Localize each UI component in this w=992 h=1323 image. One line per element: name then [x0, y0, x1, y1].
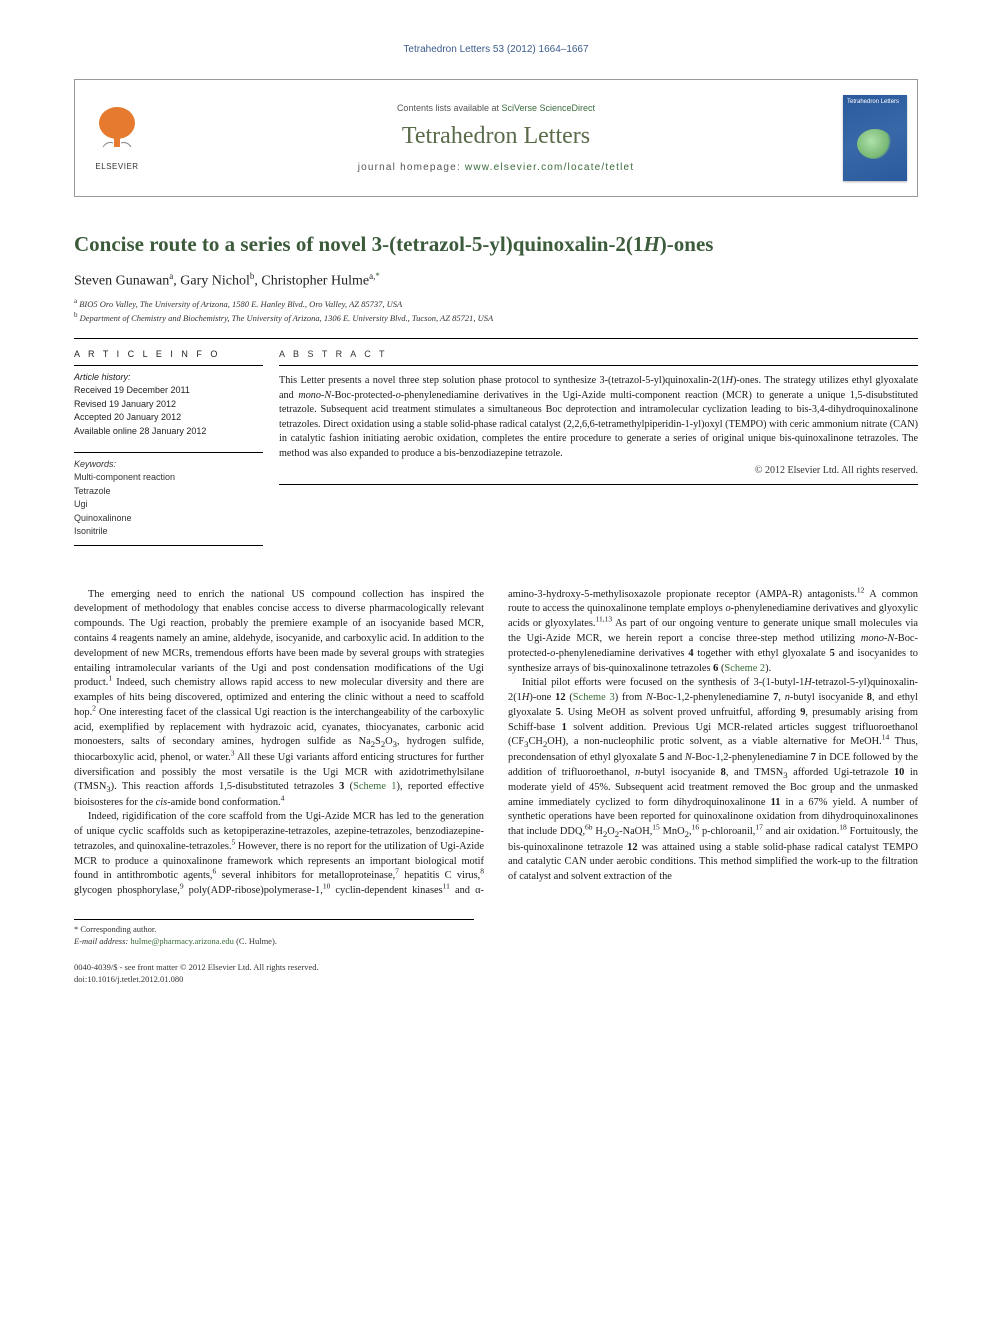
journal-title: Tetrahedron Letters: [402, 123, 590, 150]
sciencedirect-link[interactable]: SciVerse ScienceDirect: [502, 103, 596, 113]
article-title: Concise route to a series of novel 3-(te…: [74, 231, 918, 257]
history-received: Received 19 December 2011: [74, 384, 263, 398]
affiliation-a: a BIO5 Oro Valley, The University of Ari…: [74, 296, 918, 310]
masthead-center: Contents lists available at SciVerse Sci…: [159, 80, 833, 196]
affil-text-a: BIO5 Oro Valley, The University of Arizo…: [79, 299, 402, 309]
contents-prefix: Contents lists available at: [397, 103, 502, 113]
corresponding-label: * Corresponding author.: [74, 924, 474, 934]
body-paragraph-3: Initial pilot efforts were focused on th…: [508, 676, 918, 885]
body-columns: The emerging need to enrich the national…: [74, 588, 918, 899]
cover-thumb-block: Tetrahedron Letters: [833, 80, 917, 196]
corresponding-footer: * Corresponding author. E-mail address: …: [74, 919, 474, 946]
issn-line: 0040-4039/$ - see front matter © 2012 El…: [74, 962, 918, 974]
history-accepted: Accepted 20 January 2012: [74, 411, 263, 425]
article-info-heading: A R T I C L E I N F O: [74, 349, 263, 366]
keyword-5: Isonitrile: [74, 525, 263, 539]
abstract-rule: [279, 484, 918, 485]
keywords-head: Keywords:: [74, 459, 263, 469]
history-revised: Revised 19 January 2012: [74, 398, 263, 412]
keyword-1: Multi-component reaction: [74, 471, 263, 485]
cover-thumb-title: Tetrahedron Letters: [847, 99, 899, 106]
affil-sup-b: b: [74, 311, 78, 319]
elsevier-logo: ELSEVIER: [89, 103, 145, 173]
affiliation-b: b Department of Chemistry and Biochemist…: [74, 310, 918, 324]
publisher-logo-block: ELSEVIER: [75, 80, 159, 196]
email-suffix: (C. Hulme).: [236, 936, 277, 946]
keyword-4: Quinoxalinone: [74, 512, 263, 526]
homepage-prefix: journal homepage:: [358, 162, 465, 173]
history-head: Article history:: [74, 372, 263, 382]
running-head: Tetrahedron Letters 53 (2012) 1664–1667: [74, 44, 918, 55]
doi-line: doi:10.1016/j.tetlet.2012.01.080: [74, 974, 918, 986]
elsevier-tree-icon: [89, 103, 145, 155]
contents-line: Contents lists available at SciVerse Sci…: [397, 103, 595, 113]
article-info-block: A R T I C L E I N F O Article history: R…: [74, 339, 279, 556]
affiliations: a BIO5 Oro Valley, The University of Ari…: [74, 296, 918, 324]
keywords-block: Keywords: Multi-component reaction Tetra…: [74, 452, 263, 546]
history-online: Available online 28 January 2012: [74, 425, 263, 439]
keyword-2: Tetrazole: [74, 485, 263, 499]
abstract-copyright: © 2012 Elsevier Ltd. All rights reserved…: [279, 465, 918, 476]
abstract-text: This Letter presents a novel three step …: [279, 374, 918, 461]
publisher-name: ELSEVIER: [89, 162, 145, 171]
corresponding-email-link[interactable]: hulme@pharmacy.arizona.edu: [130, 936, 234, 946]
email-label: E-mail address:: [74, 936, 128, 946]
authors-line: Steven Gunawana, Gary Nicholb, Christoph…: [74, 271, 918, 290]
journal-cover-thumb: Tetrahedron Letters: [843, 95, 907, 181]
abstract-block: A B S T R A C T This Letter presents a n…: [279, 339, 918, 556]
body-paragraph-1: The emerging need to enrich the national…: [74, 588, 484, 811]
masthead: ELSEVIER Contents lists available at Sci…: [74, 79, 918, 197]
homepage-link[interactable]: www.elsevier.com/locate/tetlet: [465, 162, 634, 173]
cover-thumb-graphic: [857, 129, 893, 159]
affil-sup-a: a: [74, 297, 77, 305]
email-line: E-mail address: hulme@pharmacy.arizona.e…: [74, 936, 474, 946]
keyword-3: Ugi: [74, 498, 263, 512]
homepage-line: journal homepage: www.elsevier.com/locat…: [358, 162, 635, 173]
bottom-meta: 0040-4039/$ - see front matter © 2012 El…: [74, 962, 918, 986]
abstract-heading: A B S T R A C T: [279, 349, 918, 366]
affil-text-b: Department of Chemistry and Biochemistry…: [80, 313, 494, 323]
